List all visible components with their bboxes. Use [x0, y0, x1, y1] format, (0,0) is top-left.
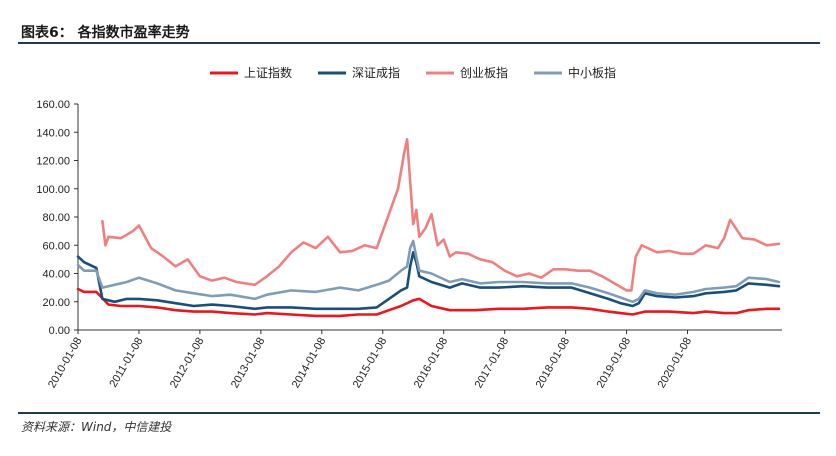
y-tick-label: 140.00	[36, 127, 70, 139]
chart-legend: 上证指数 深证成指 创业板指 中小板指	[210, 65, 616, 80]
y-tick-label: 20.00	[42, 297, 70, 309]
y-tick-label: 40.00	[42, 269, 70, 281]
y-axis: 0.00 20.00 40.00 60.00 80.00 100.00 120.00 140.…	[36, 99, 79, 337]
header-rule	[18, 42, 820, 44]
y-tick-label: 100.00	[36, 184, 70, 196]
y-tick-label: 120.00	[36, 156, 70, 168]
series-line-1	[76, 287, 781, 318]
x-tick-label: 2014-01-08	[290, 336, 329, 391]
source-note: 资料来源：Wind，中信建投	[21, 420, 172, 434]
x-tick-label: 2019-01-08	[595, 336, 634, 391]
x-tick-label: 2020-01-08	[656, 336, 695, 391]
y-tick-label: 80.00	[42, 212, 70, 224]
x-axis: 2010-01-08 2011-01-08 2012-01-08 2013-01-08…	[46, 329, 782, 391]
series-line-3	[101, 138, 781, 292]
x-tick-label: 2016-01-08	[412, 336, 451, 391]
x-tick-label: 2010-01-08	[46, 336, 85, 391]
legend-label-2: 深证成指	[352, 65, 400, 80]
x-tick-label: 2018-01-08	[534, 336, 573, 391]
legend-label-3: 创业板指	[460, 65, 508, 80]
legend-label-4: 中小板指	[568, 65, 616, 80]
figure-title: 图表6： 各指数市盈率走势	[21, 25, 190, 41]
x-tick-label: 2017-01-08	[473, 335, 512, 390]
x-tick-label: 2015-01-08	[351, 336, 390, 391]
y-tick-label: 0.00	[49, 325, 70, 337]
plot-area	[76, 138, 781, 318]
y-tick-label: 60.00	[42, 240, 70, 252]
x-tick-label: 2013-01-08	[229, 336, 268, 391]
x-tick-label: 2012-01-08	[168, 336, 207, 391]
report-header: 图表6： 各指数市盈率走势	[0, 0, 836, 41]
footer-rule	[18, 412, 820, 414]
series-line-4	[76, 239, 781, 304]
legend-label-1: 上证指数	[244, 65, 292, 80]
y-tick-label: 160.00	[36, 99, 70, 111]
x-tick-label: 2011-01-08	[107, 336, 145, 390]
